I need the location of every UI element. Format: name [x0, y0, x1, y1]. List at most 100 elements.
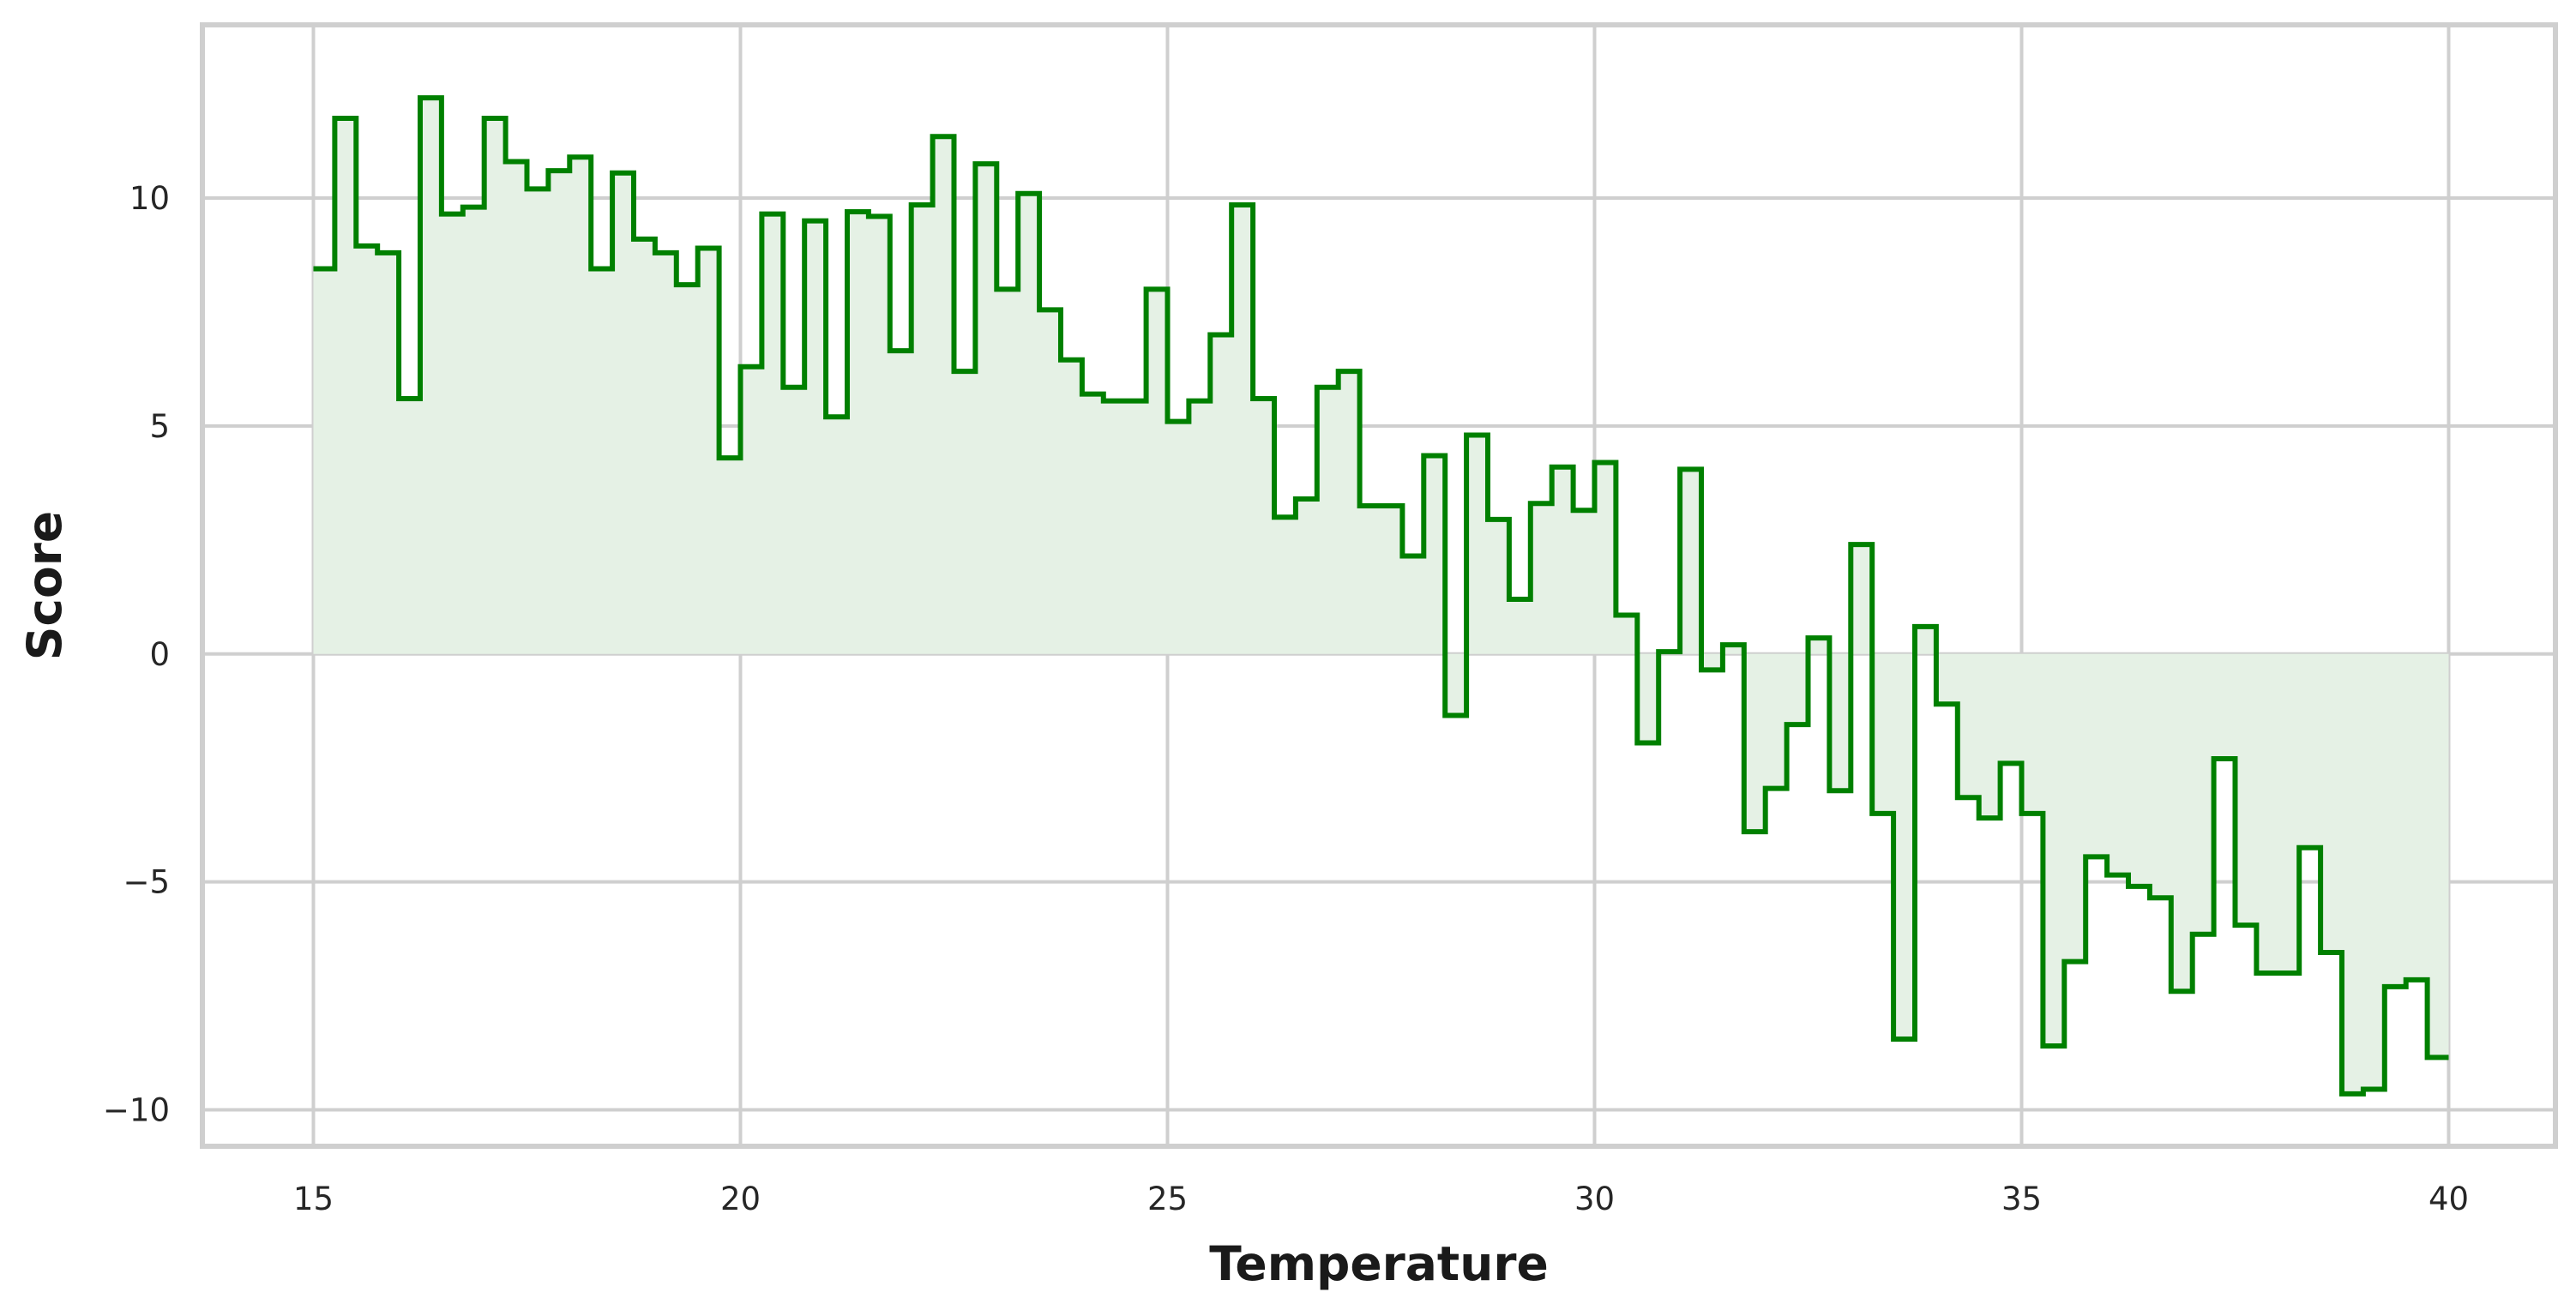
x-tick-label: 15: [293, 1181, 334, 1217]
data-point: [375, 250, 380, 255]
data-point: [310, 266, 316, 271]
data-point: [2404, 977, 2409, 982]
data-point: [439, 212, 444, 217]
data-point: [1101, 399, 1106, 404]
data-point: [545, 168, 551, 173]
data-point: [2254, 970, 2259, 976]
x-tick-label: 35: [2001, 1181, 2042, 1217]
data-point: [503, 159, 509, 165]
data-point: [695, 246, 701, 251]
x-tick-labels: 15 20 25 30 35 40: [293, 1181, 2469, 1217]
data-point: [2147, 895, 2152, 900]
data-point: [2040, 1043, 2045, 1049]
data-point: [802, 219, 807, 224]
data-point: [1336, 369, 1341, 374]
data-point: [1357, 503, 1363, 508]
data-point: [1912, 624, 1917, 629]
x-tick-label: 25: [1147, 1181, 1188, 1217]
x-axis-title: Temperature: [1209, 1236, 1549, 1291]
data-point: [610, 171, 615, 176]
x-tick-label: 30: [1574, 1181, 1615, 1217]
data-point: [1229, 202, 1234, 207]
data-point: [972, 161, 978, 166]
y-tick-label: −5: [123, 864, 170, 901]
data-point: [631, 237, 636, 242]
data-point: [2425, 1055, 2430, 1060]
data-point: [1613, 613, 1618, 618]
plot-frame: [200, 22, 2558, 1149]
data-point: [1378, 503, 1383, 508]
data-point: [930, 134, 936, 139]
data-point: [2382, 984, 2387, 989]
data-point: [1550, 465, 1555, 470]
series-line-layer: [310, 95, 2451, 1097]
data-point: [2061, 959, 2067, 964]
data-point: [1891, 1037, 1896, 1042]
data-point: [1272, 514, 1277, 520]
data-point: [1207, 333, 1213, 338]
data-point: [1122, 399, 1128, 404]
data-point: [1399, 553, 1405, 558]
data-point: [845, 209, 850, 214]
data-point: [674, 282, 679, 287]
data-point: [2275, 970, 2280, 976]
data-point: [1955, 795, 1960, 800]
data-point: [2190, 932, 2195, 937]
data-point: [1464, 433, 1469, 438]
data-point: [1720, 642, 1725, 647]
data-point: [1442, 713, 1447, 718]
data-point: [332, 116, 337, 121]
data-point: [653, 250, 658, 255]
data-point: [1827, 788, 1832, 793]
data-point: [396, 396, 401, 401]
data-point: [737, 364, 743, 370]
data-point: [353, 243, 358, 249]
data-point: [1250, 396, 1255, 401]
y-tick-label: 5: [149, 408, 170, 445]
x-tick-label: 40: [2429, 1181, 2469, 1217]
data-point: [1998, 760, 2003, 766]
data-point: [1485, 517, 1490, 522]
data-point: [759, 212, 764, 217]
data-point: [1785, 722, 1790, 727]
data-point: [1528, 501, 1533, 506]
data-point: [1677, 466, 1682, 472]
data-point: [2296, 845, 2302, 850]
data-point: [823, 414, 828, 419]
data-point: [2446, 1055, 2451, 1060]
series-0-step-line: [313, 95, 2449, 1097]
data-point: [1869, 811, 1875, 816]
data-point: [567, 154, 572, 159]
data-point: [2318, 950, 2323, 955]
data-point: [1080, 392, 1085, 397]
data-point: [1058, 358, 1063, 363]
data-point: [482, 116, 487, 121]
data-point: [1571, 508, 1576, 513]
data-point: [866, 213, 871, 219]
data-point: [1186, 399, 1191, 404]
y-tick-label: −10: [103, 1091, 170, 1128]
data-point: [2169, 989, 2174, 994]
data-point: [1634, 740, 1640, 745]
data-point: [1037, 307, 1042, 312]
data-point: [717, 455, 722, 460]
data-point: [2212, 756, 2217, 761]
data-point: [1742, 829, 1747, 834]
data-point: [1592, 460, 1597, 465]
data-point: [2339, 1091, 2344, 1097]
data-point: [1293, 496, 1298, 502]
data-point: [1763, 786, 1768, 791]
y-tick-label: 0: [149, 636, 170, 673]
data-point: [1848, 542, 1853, 547]
x-tick-label: 20: [720, 1181, 761, 1217]
y-axis-title: Score: [17, 511, 72, 660]
data-point: [460, 205, 466, 210]
data-point: [909, 202, 914, 207]
data-point: [2104, 873, 2110, 878]
area-fill-layer: [313, 98, 2449, 1094]
data-point: [524, 186, 529, 191]
data-point: [1805, 635, 1810, 640]
data-point: [1315, 385, 1320, 390]
data-point: [994, 286, 999, 291]
